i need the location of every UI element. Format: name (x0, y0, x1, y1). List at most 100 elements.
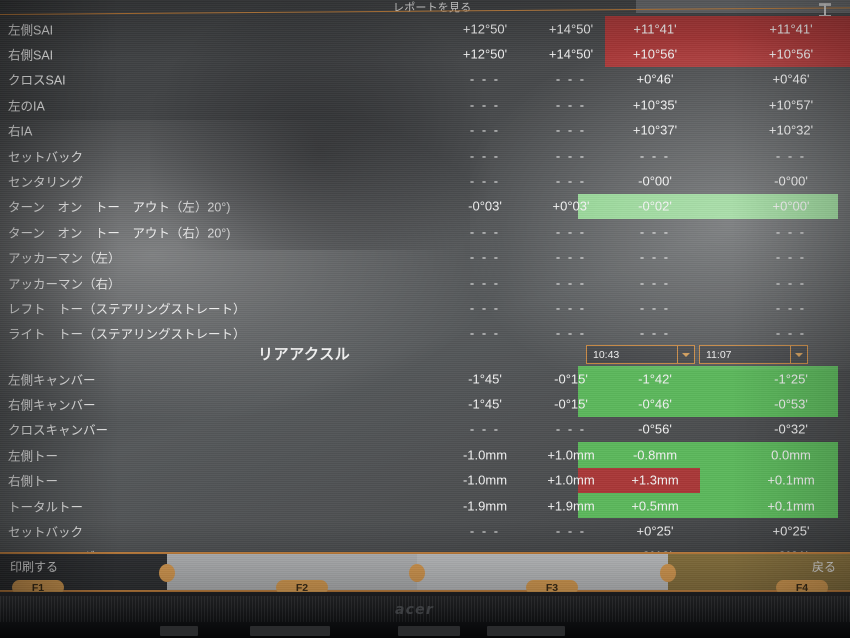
measurement-value-col4: - - - (775, 148, 807, 164)
measurement-time-selectors: 10:43 11:07 (586, 345, 808, 364)
table-row: セットバック - - - - - - +0°25' +0°25' (0, 518, 850, 543)
measurement-value-col4: -0°00' (774, 173, 808, 189)
measurement-label: センタリング (8, 175, 84, 190)
function-bar-top-divider (0, 552, 850, 554)
bezel-texture (0, 596, 850, 622)
measurement-value-col3: -0°00' (638, 173, 672, 189)
measurement-value-col2: - - - (555, 224, 587, 240)
measurement-value-col4: +10°56' (768, 46, 814, 62)
measurement-label: トータルトー (8, 500, 84, 515)
function-bar-connector (660, 564, 676, 582)
measurement-value-col2: +1.0mm (547, 472, 595, 488)
measurement-value-col3: - - - (639, 249, 671, 265)
measurement-value-col3: +0.5mm (631, 498, 679, 514)
measurement-value-col2: - - - (555, 71, 587, 87)
function-key-f2[interactable]: F2 (276, 580, 328, 592)
measurement-value-col2: - - - (555, 325, 587, 341)
measurement-value-col2: - - - (555, 148, 587, 164)
table-row: 右側キャンバー -1°45' -0°15' -0°46' -0°53' (0, 391, 850, 417)
measurement-value-col1: - - - (469, 173, 501, 189)
measurement-label: クロスキャンバー (8, 423, 109, 438)
measurement-value-col1: +12°50' (462, 21, 508, 37)
measurement-value-col4: - - - (775, 249, 807, 265)
table-row: 左側SAI +12°50' +14°50' +11°41' +11°41' (0, 16, 850, 42)
measurement-label: アッカーマン（左） (8, 251, 121, 266)
table-row: 左のIA - - - - - - +10°35' +10°57' (0, 92, 850, 117)
alignment-report-screen: レポートを見る 左側SAI +12°50' +14°50' +11°41' +11°41… (0, 0, 850, 592)
table-row: 右側SAI +12°50' +14°50' +10°56' +10°56' (0, 41, 850, 67)
measurement-label: 右IA (8, 124, 33, 139)
header-panel-block (636, 0, 850, 13)
measurement-value-col4: -1°25' (774, 371, 808, 387)
measurement-value-col2: -0°15' (554, 371, 588, 387)
table-row: ターン オン トー アウト（左）20°) -0°03' +0°03' -0°02' +0… (0, 193, 850, 220)
table-row: トータルトー -1.9mm +1.9mm +0.5mm +0.1mm (0, 492, 850, 519)
function-bar-connector (409, 564, 425, 582)
measurement-value-col3: -0°56' (638, 421, 672, 437)
header: レポートを見る (0, 0, 850, 16)
measurement-value-col1: - - - (469, 148, 501, 164)
time-select-before[interactable]: 10:43 (586, 345, 695, 364)
measurement-label: 左のIA (8, 99, 45, 114)
function-key-f4[interactable]: F4 (776, 580, 828, 592)
table-row: クロスSAI - - - - - - +0°46' +0°46' (0, 67, 850, 92)
measurement-label: ターン オン トー アウト（左）20°) (8, 200, 231, 215)
measurement-value-col4: - - - (775, 325, 807, 341)
measurement-value-col3: +1.3mm (631, 472, 679, 488)
function-key-f3[interactable]: F3 (526, 580, 578, 592)
measurement-value-col1: - - - (469, 249, 501, 265)
time-select-before-value: 10:43 (593, 348, 620, 361)
table-row: レフト トー（ステアリングストレート） - - - - - - - - - - - - (0, 295, 850, 320)
measurement-label: セットバック (8, 525, 84, 540)
measurement-value-col2: - - - (555, 523, 587, 539)
measurement-value-col3: - - - (639, 275, 671, 291)
measurement-value-col1: - - - (469, 325, 501, 341)
measurement-value-col4: - - - (775, 275, 807, 291)
table-row: 左側キャンバー -1°45' -0°15' -1°42' -1°25' (0, 366, 850, 392)
measurement-value-col2: - - - (555, 122, 587, 138)
measurement-label: レフト トー（ステアリングストレート） (8, 302, 246, 317)
measurement-value-col1: -1.9mm (462, 498, 508, 514)
measurement-value-col3: - - - (639, 224, 671, 240)
measurement-value-col4: - - - (775, 300, 807, 316)
measurement-value-col3: +10°37' (632, 122, 678, 138)
measurement-value-col3: +11°41' (633, 21, 677, 37)
function-key-bar: 印刷する 戻る F1 F2 F3 F4 (0, 552, 850, 592)
measurement-value-col4: +10°57' (768, 97, 814, 113)
table-row: ライト トー（ステアリングストレート） - - - - - - - - - - - - (0, 321, 850, 346)
measurement-label: セットバック (8, 150, 84, 165)
rear-axle-heading: リアアクスル (258, 346, 351, 363)
measurement-value-col2: - - - (555, 173, 587, 189)
measurement-value-col2: - - - (555, 275, 587, 291)
measurement-value-col1: -1.0mm (462, 472, 508, 488)
measurement-value-col4: +0.1mm (767, 498, 815, 514)
measurement-value-col1: - - - (469, 300, 501, 316)
measurement-value-col3: - - - (639, 325, 671, 341)
measurement-value-col4: +11°41' (769, 21, 813, 37)
chevron-down-icon[interactable] (677, 346, 694, 363)
measurement-value-col2: - - - (555, 421, 587, 437)
measurement-value-col1: - - - (469, 71, 501, 87)
measurement-value-col4: - - - (775, 224, 807, 240)
bezel-stand-tab (160, 626, 198, 636)
measurement-value-col2: +14°50' (548, 46, 594, 62)
measurement-value-col1: -1.0mm (462, 447, 508, 463)
time-select-after[interactable]: 11:07 (699, 345, 808, 364)
function-slot-2-label (167, 554, 417, 558)
function-key-f1[interactable]: F1 (12, 580, 64, 592)
measurement-value-col1: -1°45' (468, 396, 502, 412)
measurement-label: ライト トー（ステアリングストレート） (8, 327, 246, 342)
measurement-value-col4: +0°00' (772, 198, 810, 214)
chevron-down-icon[interactable] (790, 346, 807, 363)
measurement-value-col4: 0.0mm (771, 447, 811, 463)
measurement-value-col3: - - - (639, 300, 671, 316)
bezel-stand-tab (487, 626, 565, 636)
measurement-value-col1: - - - (469, 224, 501, 240)
measurement-value-col3: -0°02' (638, 198, 672, 214)
monitor-bezel: acer (0, 592, 850, 638)
measurement-value-col4: +0°46' (772, 71, 810, 87)
bezel-stand-tab (250, 626, 330, 636)
function-bar-bottom-divider (0, 590, 850, 592)
table-row: ターン オン トー アウト（右）20°) - - - - - - - - - - - - (0, 219, 850, 244)
measurement-value-col1: - - - (469, 97, 501, 113)
